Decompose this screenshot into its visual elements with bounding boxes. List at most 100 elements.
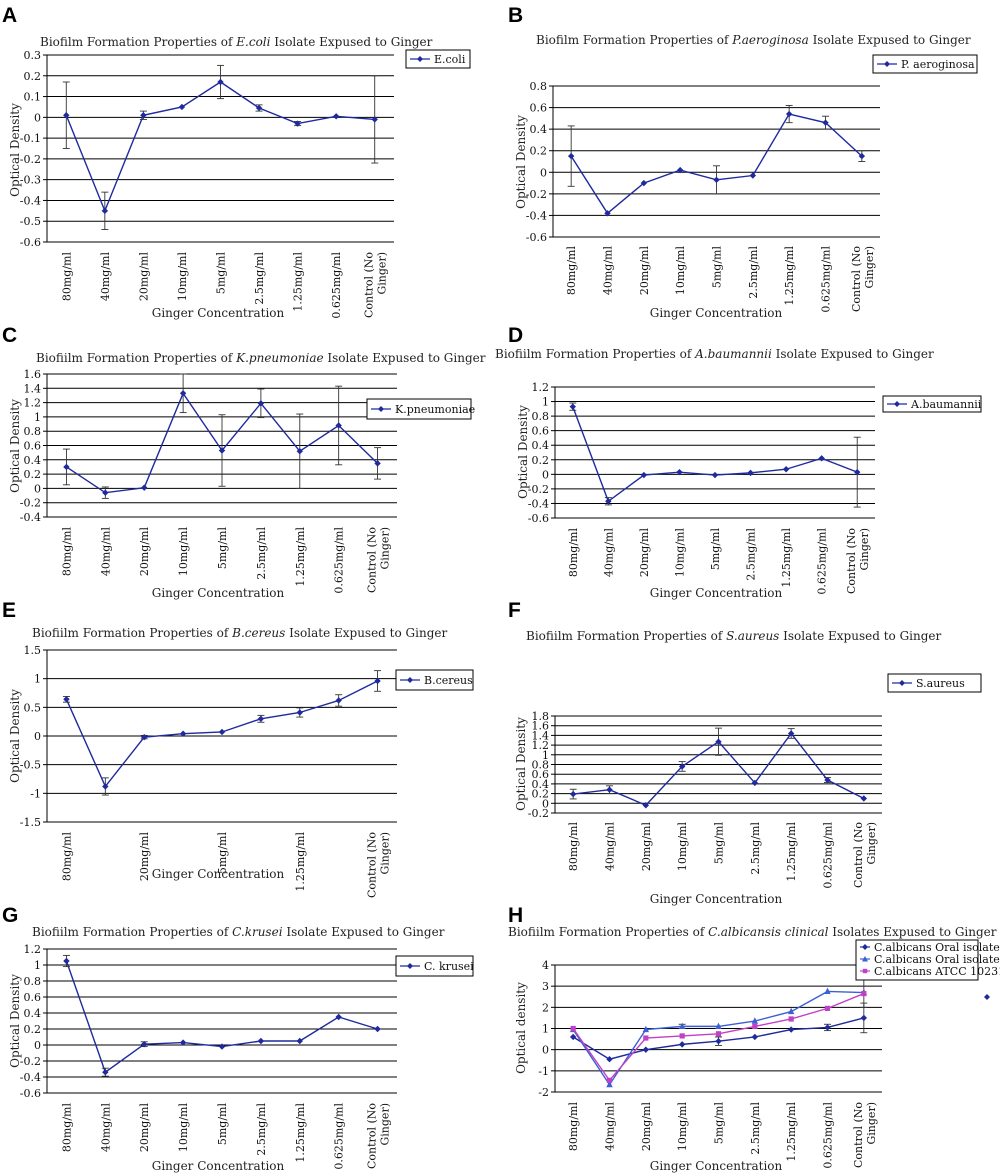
data-point — [296, 1037, 303, 1045]
x-tick-label: 20mg/ml — [638, 528, 651, 578]
panel-letter: F — [508, 599, 521, 622]
y-tick-label: -0.6 — [528, 512, 549, 525]
x-tick-label: 5mg/ml — [713, 1102, 726, 1145]
x-axis-label: Ginger Concentration — [152, 1159, 285, 1173]
y-tick-label: 0.8 — [530, 80, 548, 93]
panel-letter: A — [2, 4, 17, 27]
y-tick-label: 1.2 — [24, 943, 42, 956]
data-point — [787, 1007, 795, 1015]
data-point — [570, 1025, 576, 1032]
x-tick-label: 2.5mg/ml — [255, 527, 268, 580]
y-tick-label: 1.2 — [24, 397, 42, 410]
data-point — [332, 113, 340, 120]
x-tick-label: 20mg/ml — [137, 252, 150, 302]
y-tick-label: 1.6 — [24, 368, 42, 381]
legend-marker — [407, 677, 413, 683]
chart-title-species: E.coli — [235, 35, 270, 49]
x-tick-label: 1.25mg/ml — [780, 528, 793, 588]
data-point — [569, 403, 576, 410]
y-tick-label: 1 — [34, 959, 41, 972]
x-tick-label-line2: Ginger) — [865, 1102, 878, 1145]
x-tick-label: 2.5mg/ml — [747, 246, 760, 299]
data-point — [858, 152, 866, 160]
data-point — [749, 172, 757, 179]
y-tick-label: 1 — [542, 749, 549, 762]
x-tick-label: 20mg/ml — [138, 527, 151, 577]
x-tick-label: Control (NoGinger) — [850, 246, 876, 312]
legend-marker — [894, 401, 900, 407]
data-point — [678, 763, 686, 770]
data-point — [715, 1038, 722, 1045]
y-tick-label: -0.6 — [20, 236, 41, 249]
x-tick-label: 80mg/ml — [565, 246, 578, 296]
x-tick-label: 80mg/ml — [60, 832, 73, 882]
x-axis-label: Ginger Concentration — [152, 586, 285, 600]
x-tick-label-line1: Control (No — [850, 246, 863, 312]
panel-letter: G — [2, 904, 18, 927]
x-tick-label-line1: Control (No — [363, 252, 376, 318]
x-tick-label: 0.625mg/ml — [822, 1102, 835, 1169]
legend-marker — [862, 968, 868, 974]
y-tick-label: 0.2 — [532, 454, 550, 467]
y-tick-label: 0 — [542, 797, 549, 810]
legend-box — [887, 673, 982, 693]
y-tick-label: 1.5 — [24, 644, 42, 657]
data-point — [374, 1025, 381, 1033]
data-point — [141, 1041, 148, 1048]
x-tick-label: Control (NoGinger) — [363, 252, 389, 318]
x-tick-label: 0.625mg/ml — [820, 246, 833, 313]
data-point — [569, 790, 577, 798]
x-tick-label: 5mg/ml — [709, 528, 722, 571]
data-point — [747, 469, 754, 477]
data-point — [140, 112, 147, 119]
data-point — [822, 119, 829, 126]
x-tick-label-line2: Ginger) — [865, 822, 878, 865]
x-tick-label: 2.5mg/ml — [749, 822, 762, 875]
x-tick-label: 80mg/ml — [60, 1103, 73, 1153]
chart-title-species: P.aeroginosa — [731, 33, 808, 47]
data-point — [141, 733, 148, 741]
data-point — [715, 1031, 722, 1037]
data-point — [371, 116, 378, 123]
data-point — [751, 1017, 759, 1024]
x-tick-label: 20mg/ml — [138, 1103, 151, 1153]
x-tick-label: 40mg/ml — [604, 822, 617, 872]
x-tick-label-line2: Ginger) — [863, 246, 876, 289]
x-tick-label: 10mg/ml — [177, 527, 190, 577]
y-tick-label: 0.3 — [24, 49, 42, 62]
data-point — [824, 987, 831, 995]
stray-marker — [984, 994, 990, 1000]
x-tick-label: 1.25mg/ml — [785, 1102, 798, 1162]
data-point — [785, 110, 793, 118]
y-tick-label: -0.2 — [528, 483, 549, 496]
y-tick-label: 0.1 — [24, 91, 42, 104]
data-point — [179, 730, 187, 737]
x-tick-label: 40mg/ml — [602, 528, 615, 578]
y-tick-label: 0.4 — [24, 1007, 42, 1020]
data-point — [606, 1055, 613, 1063]
data-point — [257, 1037, 265, 1045]
y-axis-label: Optical Density — [8, 103, 22, 197]
x-tick-label: 20mg/ml — [640, 1102, 653, 1152]
x-tick-label: 10mg/ml — [177, 1103, 190, 1153]
y-tick-label: -0.2 — [528, 807, 549, 820]
x-tick-label: 5mg/ml — [713, 822, 726, 865]
y-tick-label: 0.4 — [530, 123, 548, 136]
y-tick-label: 0 — [542, 1044, 549, 1057]
data-point — [335, 1013, 342, 1021]
y-tick-label: -0.6 — [20, 1087, 41, 1100]
y-tick-label: 0.2 — [24, 468, 42, 481]
chart-title-species: K.pneumoniae — [235, 351, 323, 365]
data-point — [257, 400, 265, 407]
chart-title-species: C.albicansis clinical — [708, 925, 828, 939]
data-point — [102, 489, 109, 496]
data-point — [294, 120, 301, 127]
legend-marker — [884, 61, 890, 67]
y-tick-label: 1.8 — [532, 710, 550, 723]
y-tick-label: 3 — [542, 980, 549, 993]
data-point — [640, 179, 648, 187]
chart-panel-g: G Biofiilm Formation Properties of C.krus… — [2, 904, 474, 1173]
y-axis-label: Optical Density — [514, 717, 528, 811]
data-point — [63, 463, 70, 471]
data-point — [63, 696, 70, 703]
